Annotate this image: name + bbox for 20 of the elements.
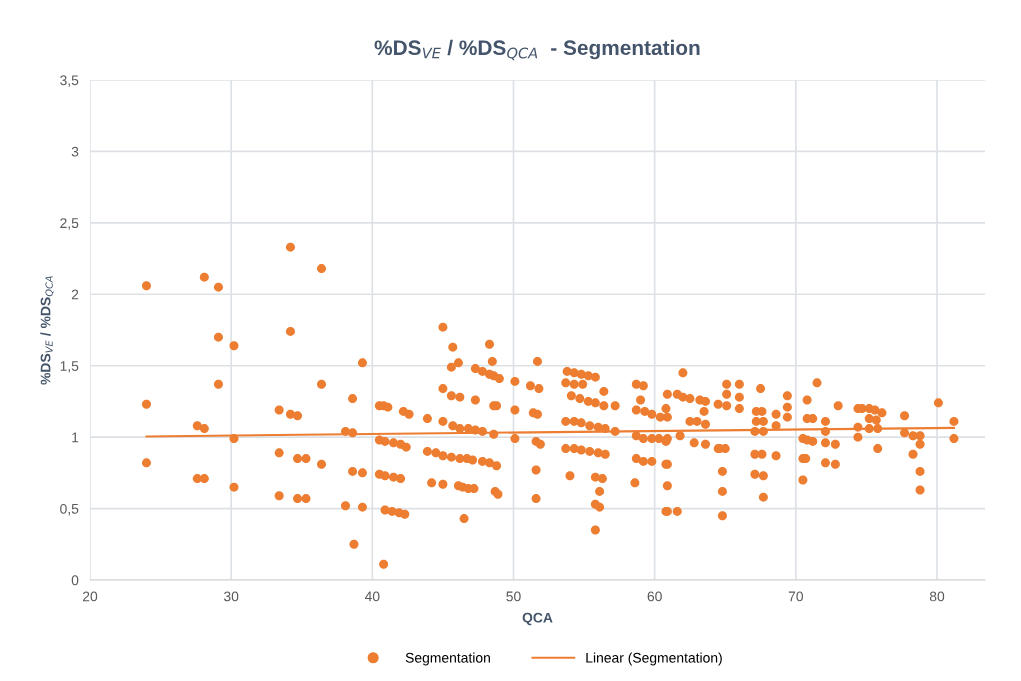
- y-tick-label: 2,5: [60, 218, 79, 230]
- y-tick-label: 0: [71, 575, 79, 586]
- x-axis-title: QCA: [522, 612, 553, 626]
- x-tick-label: 60: [647, 591, 662, 602]
- x-tick-label: 40: [364, 591, 380, 602]
- chart-title: %DS$_{VE}$ / %DS$_{QCA}$ - Segmentation: [374, 39, 700, 61]
- y-tick-label: 3,5: [60, 75, 79, 87]
- y-tick-label: 1,5: [60, 361, 79, 373]
- legend-label: Linear (Segmentation): [586, 652, 722, 666]
- x-tick-label: 20: [82, 591, 98, 602]
- x-tick-label: 70: [788, 591, 804, 602]
- y-axis-title: %DS$_{VE}$ / %DS$_{QCA}$: [40, 276, 54, 385]
- x-tick-label: 50: [506, 591, 521, 602]
- y-tick-label: 3: [71, 146, 79, 157]
- y-tick-label: 0,5: [60, 503, 79, 516]
- legend-label: Segmentation: [405, 652, 490, 666]
- y-tick-label: 2: [71, 289, 79, 300]
- x-tick-label: 30: [223, 591, 239, 602]
- y-tick-label: 1: [72, 432, 79, 443]
- x-tick-label: 80: [929, 591, 945, 602]
